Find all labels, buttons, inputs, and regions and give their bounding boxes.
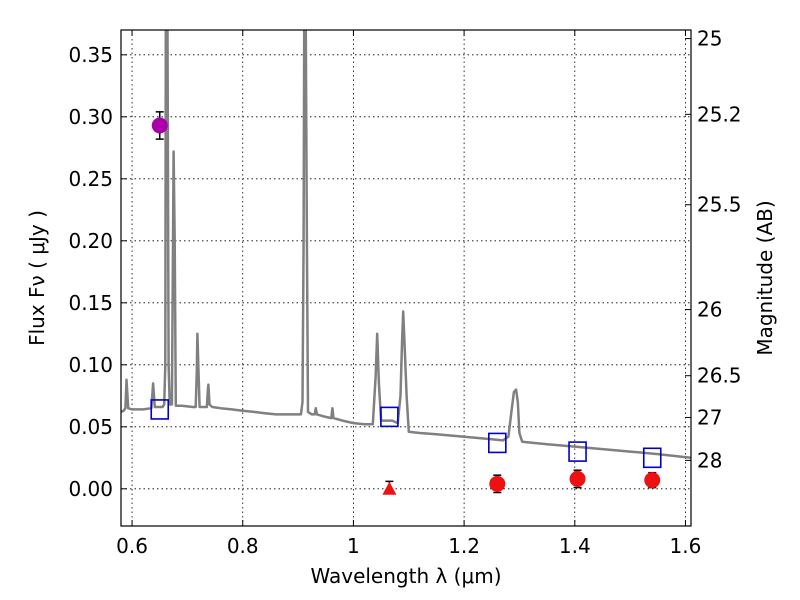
x-tick-label-4: 1.4 xyxy=(559,534,591,558)
y-tick-label-7: 0.35 xyxy=(68,43,113,67)
y-tick-label-1: 0.05 xyxy=(68,415,113,439)
ticks xyxy=(121,30,691,526)
x-tick-label-2: 1 xyxy=(347,534,360,558)
spectrum-line xyxy=(121,30,691,460)
y2-tick-label-6: 28 xyxy=(697,448,722,472)
upper-limit-triangle-0 xyxy=(382,481,397,495)
y-axis-label: Flux Fν ( μJy ) xyxy=(25,210,49,346)
tick-labels: 0.6 0.8 1 1.2 1.4 1.6 0.00 0.05 0.10 0.15 0.20 0.25… xyxy=(68,27,741,558)
template-photometry-square-4 xyxy=(642,447,662,469)
y2-tick-label-5: 27 xyxy=(697,405,722,429)
x-tick-label-1: 0.8 xyxy=(227,534,259,558)
y-tick-label-4: 0.20 xyxy=(68,229,113,253)
observed-photometry-point-1 xyxy=(569,470,586,487)
y-tick-label-0: 0.00 xyxy=(68,477,113,501)
observed-detection-point-0 xyxy=(151,117,168,134)
observed-photometry-point-2 xyxy=(644,472,661,489)
y2-tick-label-2: 25.5 xyxy=(697,193,742,217)
x-tick-label-0: 0.6 xyxy=(116,534,148,558)
y2-tick-label-3: 26 xyxy=(697,298,722,322)
data-layer xyxy=(121,30,691,495)
y-tick-label-6: 0.30 xyxy=(68,105,113,129)
y2-axis-label: Magnitude (AB) xyxy=(753,200,777,355)
y2-tick-label-1: 25.2 xyxy=(697,102,742,126)
y-tick-label-2: 0.10 xyxy=(68,353,113,377)
template-photometry-square-0 xyxy=(150,399,170,420)
gridlines xyxy=(121,30,691,526)
plot-frame xyxy=(120,29,692,527)
x-axis-label: Wavelength λ (μm) xyxy=(310,564,501,588)
observed-photometry-point-0 xyxy=(489,475,506,492)
template-photometry-square-1 xyxy=(380,406,399,428)
y-tick-label-3: 0.15 xyxy=(68,291,113,315)
y2-tick-label-0: 25 xyxy=(697,27,722,51)
template-photometry-square-3 xyxy=(568,441,587,462)
template-photometry-square-2 xyxy=(488,432,507,454)
y-tick-label-5: 0.25 xyxy=(68,167,113,191)
y2-tick-label-4: 26.5 xyxy=(697,364,742,388)
x-tick-label-3: 1.2 xyxy=(448,534,480,558)
x-tick-label-5: 1.6 xyxy=(670,534,702,558)
